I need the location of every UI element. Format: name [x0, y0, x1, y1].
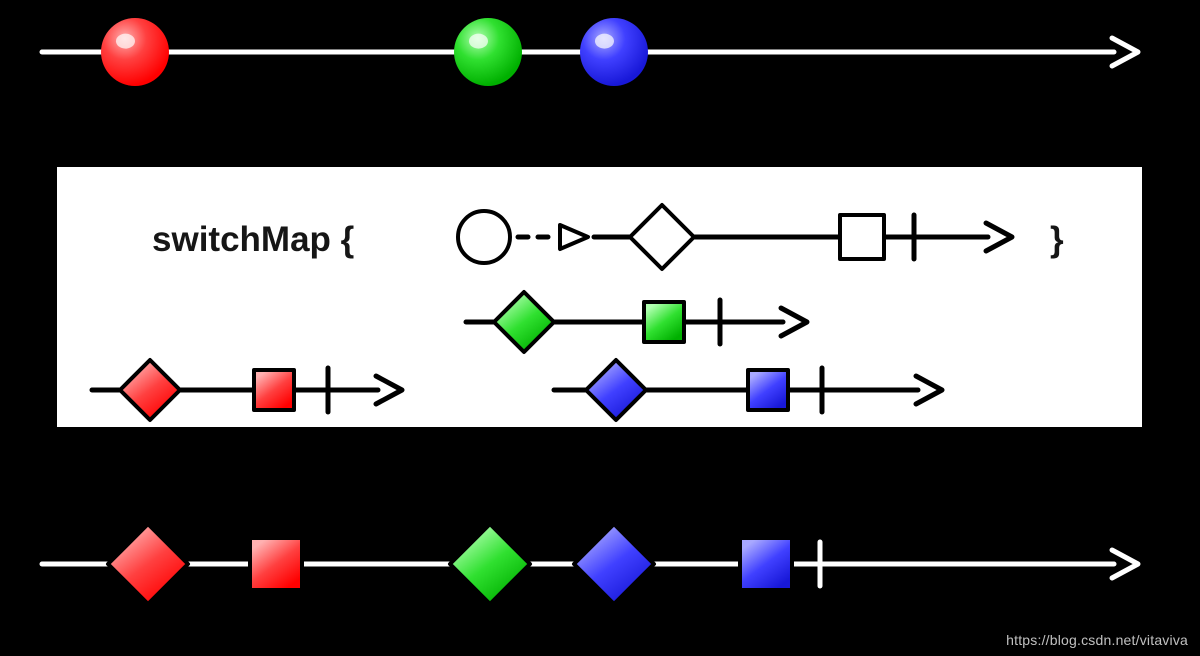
- source-timeline-arrow: [0, 0, 1200, 112]
- operator-inner-timelines: [57, 167, 1142, 427]
- marble-diagram: switchMap { } https://blog.csdn.net/vita…: [0, 0, 1200, 656]
- output-timeline-arrow: [0, 494, 1200, 634]
- operator-box: switchMap { }: [55, 165, 1144, 429]
- watermark-text: https://blog.csdn.net/vitaviva: [1006, 632, 1188, 648]
